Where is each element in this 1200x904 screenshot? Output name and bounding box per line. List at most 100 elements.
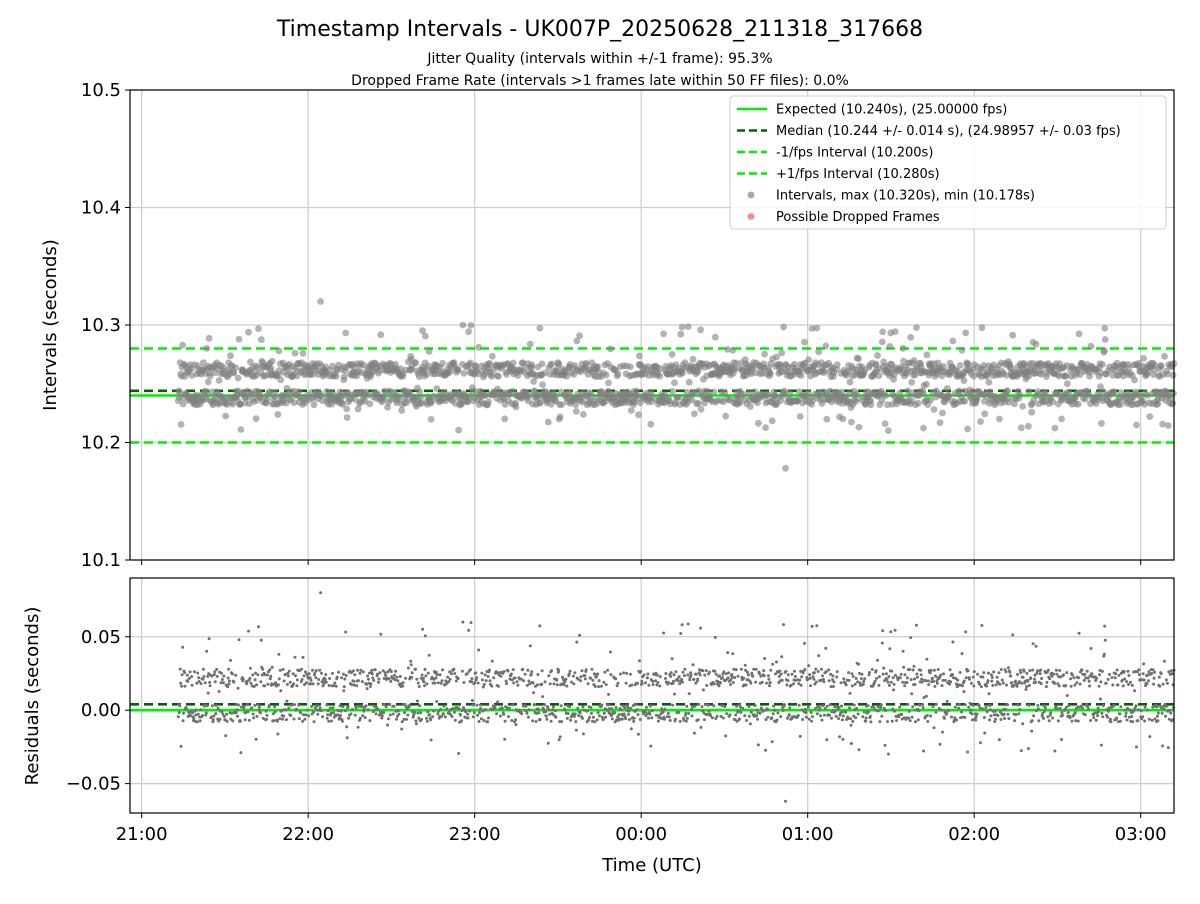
interval-point [427,415,435,423]
residual-point [435,700,439,703]
residual-point [625,671,629,675]
interval-point [415,373,423,380]
residual-point [1025,671,1029,675]
interval-point [266,388,273,395]
residual-point [208,680,212,684]
residual-point [1136,719,1140,723]
residual-point [849,742,853,745]
interval-point [636,352,643,360]
residual-point [534,720,538,723]
residual-point [1089,719,1092,722]
residual-point [1062,673,1065,677]
residual-point [474,671,478,675]
interval-point [914,399,922,407]
residual-point [622,712,626,716]
residual-point [226,685,230,689]
residual-point [227,682,231,686]
residual-point [225,712,229,716]
top-x-ticks [141,560,1142,565]
interval-point [1086,372,1093,380]
residual-point [719,681,722,685]
residual-point [824,670,828,674]
residual-point [662,631,666,635]
residual-point [1141,672,1145,676]
residual-point [414,667,417,671]
residual-point [185,673,189,677]
residual-point [1017,712,1021,716]
residual-point [627,718,631,721]
residual-point [542,707,546,711]
residual-point [361,714,365,718]
interval-point [689,355,697,363]
residual-point [628,672,632,676]
residual-point [637,659,641,663]
residual-point [263,673,267,677]
residual-point [610,707,614,711]
interval-point [607,345,614,353]
interval-point [973,395,981,402]
residual-point [268,668,272,672]
residual-point [480,678,484,682]
residual-point [627,712,630,716]
residual-point [1124,714,1128,718]
residual-point [752,667,756,671]
residual-point [468,709,472,713]
interval-point [1034,390,1042,398]
residual-point [265,713,269,717]
residual-point [673,717,677,721]
residual-point [371,710,375,714]
residual-point [691,663,695,667]
residual-point [1069,684,1073,688]
residual-point [945,699,949,703]
residual-point [374,712,378,716]
residual-point [867,710,870,714]
interval-point [796,413,804,420]
residual-point [341,705,345,709]
residual-point [604,683,608,687]
residual-point [579,679,583,683]
residual-point [787,713,791,717]
residual-point [1056,719,1060,723]
residual-point [195,720,199,724]
residual-point [749,710,753,714]
residual-point [970,718,974,722]
residual-point [724,672,728,676]
residual-point [389,679,393,683]
residual-point [816,705,820,709]
residual-point [694,672,698,676]
residual-point [817,654,821,658]
residual-point [453,672,457,675]
residual-point [1085,669,1089,673]
residual-point [410,671,414,675]
residual-point [747,673,750,677]
residual-point [1128,708,1132,712]
residual-point [689,673,693,677]
interval-point [1025,422,1032,430]
interval-point [669,388,676,395]
residual-point [482,719,486,722]
interval-point [247,358,254,366]
residual-point [959,716,962,720]
interval-point [274,411,282,418]
residual-point [316,682,320,686]
residual-point [606,668,610,672]
residual-point [1090,672,1094,676]
residual-point [400,720,404,724]
residual-point [978,706,982,710]
residual-point [841,737,845,741]
residual-point [448,670,452,674]
residual-point [688,678,692,682]
residual-point [451,707,455,710]
residual-point [680,677,684,681]
residual-point [1156,719,1160,723]
top-y-axis-label: Intervals (seconds) [40,239,61,411]
residual-point [405,717,408,721]
residual-point [615,684,619,688]
residual-point [207,637,211,641]
residual-point [301,655,305,659]
interval-point [200,359,207,367]
residual-point [528,644,532,648]
residual-point [244,711,248,715]
residual-point [970,712,974,716]
residual-point [299,711,303,715]
